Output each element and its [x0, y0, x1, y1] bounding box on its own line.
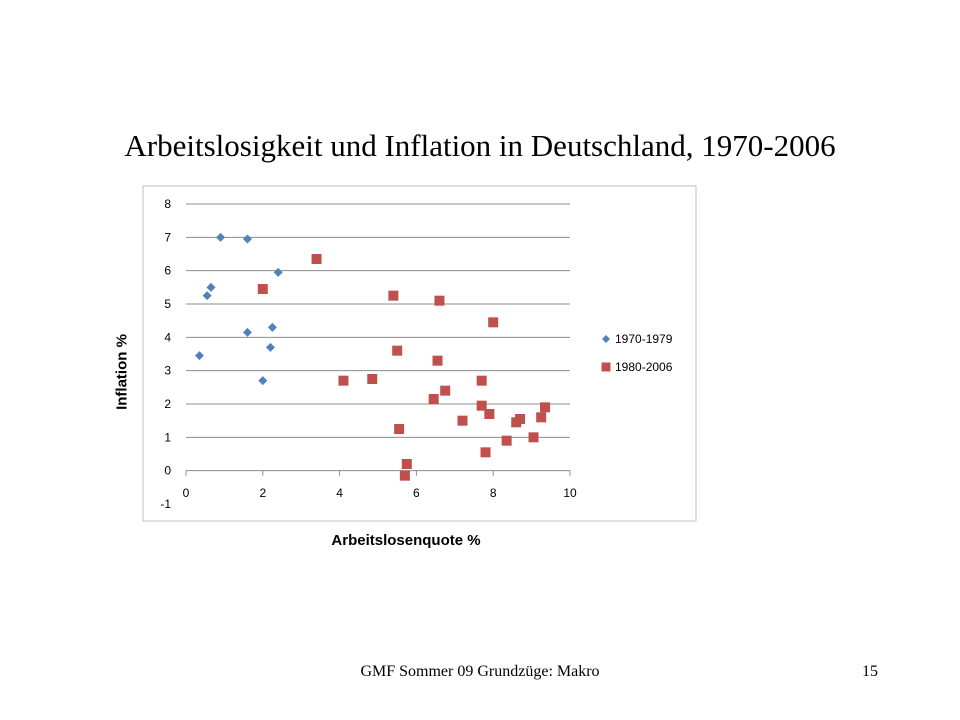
- data-point-diamond: [242, 234, 252, 244]
- data-point-square: [480, 447, 491, 458]
- slide-footer: GMF Sommer 09 Grundzüge: Makro: [360, 663, 600, 680]
- y-tick-label: 5: [164, 297, 171, 311]
- data-point-square: [488, 317, 499, 328]
- tick-labels: -1 0 1 2 3 4 5 6 7 8 0 2 4 6 8 10: [160, 197, 577, 511]
- data-point-square: [457, 415, 468, 426]
- data-point-diamond: [265, 342, 275, 352]
- data-point-square: [428, 394, 439, 404]
- data-point-diamond: [202, 291, 212, 301]
- data-point-square: [515, 414, 526, 424]
- data-points: [194, 232, 551, 481]
- chart-area-border: [142, 185, 697, 522]
- legend-marker-square: [601, 362, 611, 372]
- data-point-square: [338, 375, 349, 386]
- axes: [185, 470, 571, 476]
- slide-title: Arbeitslosigkeit und Inflation in Deutsc…: [124, 128, 836, 163]
- data-point-diamond: [273, 267, 283, 277]
- data-point-square: [367, 374, 378, 384]
- x-tick-label: 10: [563, 486, 577, 500]
- data-point-square: [536, 412, 547, 423]
- y-tick-label: 3: [164, 364, 171, 378]
- data-point-square: [401, 459, 412, 469]
- data-point-square: [501, 435, 512, 446]
- x-axis-title: Arbeitslosenquote %: [331, 532, 481, 549]
- legend-label: 1980-2006: [615, 360, 673, 374]
- y-tick-label: 1: [164, 430, 171, 444]
- data-point-square: [399, 470, 410, 481]
- y-tick-label: 7: [164, 230, 171, 244]
- x-tick-label: 6: [413, 486, 420, 500]
- data-point-square: [440, 385, 451, 396]
- page-number: 15: [862, 663, 878, 680]
- data-point-square: [311, 254, 322, 264]
- data-point-diamond: [206, 282, 216, 292]
- data-point-square: [540, 402, 551, 413]
- y-tick-label: 6: [164, 264, 171, 278]
- data-point-diamond: [216, 232, 226, 242]
- data-point-square: [257, 284, 268, 294]
- data-point-diamond: [194, 351, 204, 361]
- y-tick-label: 2: [164, 397, 171, 411]
- data-point-square: [434, 295, 445, 306]
- legend-label: 1970-1979: [615, 332, 673, 346]
- data-point-square: [484, 409, 495, 419]
- y-tick-label: 8: [164, 197, 171, 211]
- data-point-square: [476, 375, 487, 386]
- y-tick-label: -1: [160, 497, 171, 511]
- data-point-square: [528, 432, 539, 443]
- y-axis-title: Inflation %: [113, 334, 131, 410]
- data-point-square: [388, 290, 399, 301]
- legend: 1970-1979 1980-2006: [601, 332, 673, 374]
- legend-marker-diamond: [602, 335, 610, 343]
- data-point-square: [392, 345, 403, 356]
- data-point-square: [432, 355, 443, 366]
- data-point-square: [394, 424, 405, 434]
- x-tick-label: 2: [259, 486, 266, 500]
- y-tick-label: 4: [164, 330, 171, 344]
- x-tick-label: 4: [336, 486, 343, 500]
- data-point-square: [476, 400, 487, 411]
- data-point-diamond: [242, 327, 252, 337]
- x-tick-label: 0: [183, 486, 190, 500]
- data-point-diamond: [267, 322, 277, 332]
- x-tick-label: 8: [490, 486, 497, 500]
- y-tick-label: 0: [164, 464, 171, 478]
- data-point-diamond: [258, 376, 268, 386]
